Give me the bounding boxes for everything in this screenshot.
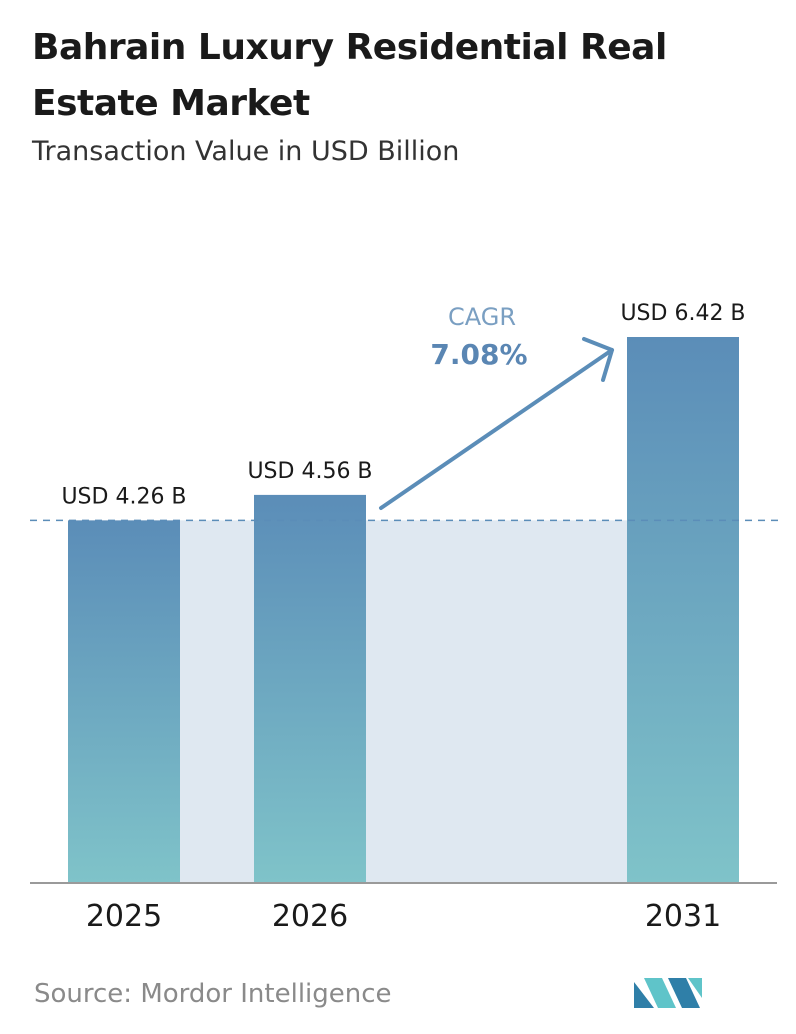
band-2026-2031 [366,520,627,882]
cagr-arrow-head [582,337,614,382]
background-bands [180,520,627,882]
value-label-2025: USD 4.26 B [61,484,186,509]
bar-2026 [254,494,366,882]
value-label-2031: USD 6.42 B [620,301,745,326]
cagr-label: CAGR [448,303,516,331]
x-tick-2031: 2031 [645,899,721,934]
bar-2025 [68,520,180,882]
chart-title: Bahrain Luxury Residential Real Estate M… [32,27,667,124]
value-label-2026: USD 4.56 B [247,459,372,484]
x-tick-2025: 2025 [86,899,162,934]
band-2025-2026 [180,520,254,882]
source-text: Source: Mordor Intelligence [34,979,392,1009]
mordor-intelligence-logo [634,978,702,1008]
x-tick-2026: 2026 [272,899,348,934]
value-labels-group: USD 4.26 B USD 4.56 B USD 6.42 B [61,301,745,509]
cagr-arrow-line [379,348,614,510]
cagr-value: 7.08% [430,338,527,371]
cagr-annotation: CAGR 7.08% [379,303,614,510]
x-tick-labels-group: 2025 2026 2031 [86,899,721,934]
bars-group [68,337,739,882]
chart-subtitle: Transaction Value in USD Billion [32,136,460,167]
bar-2031 [627,337,739,882]
